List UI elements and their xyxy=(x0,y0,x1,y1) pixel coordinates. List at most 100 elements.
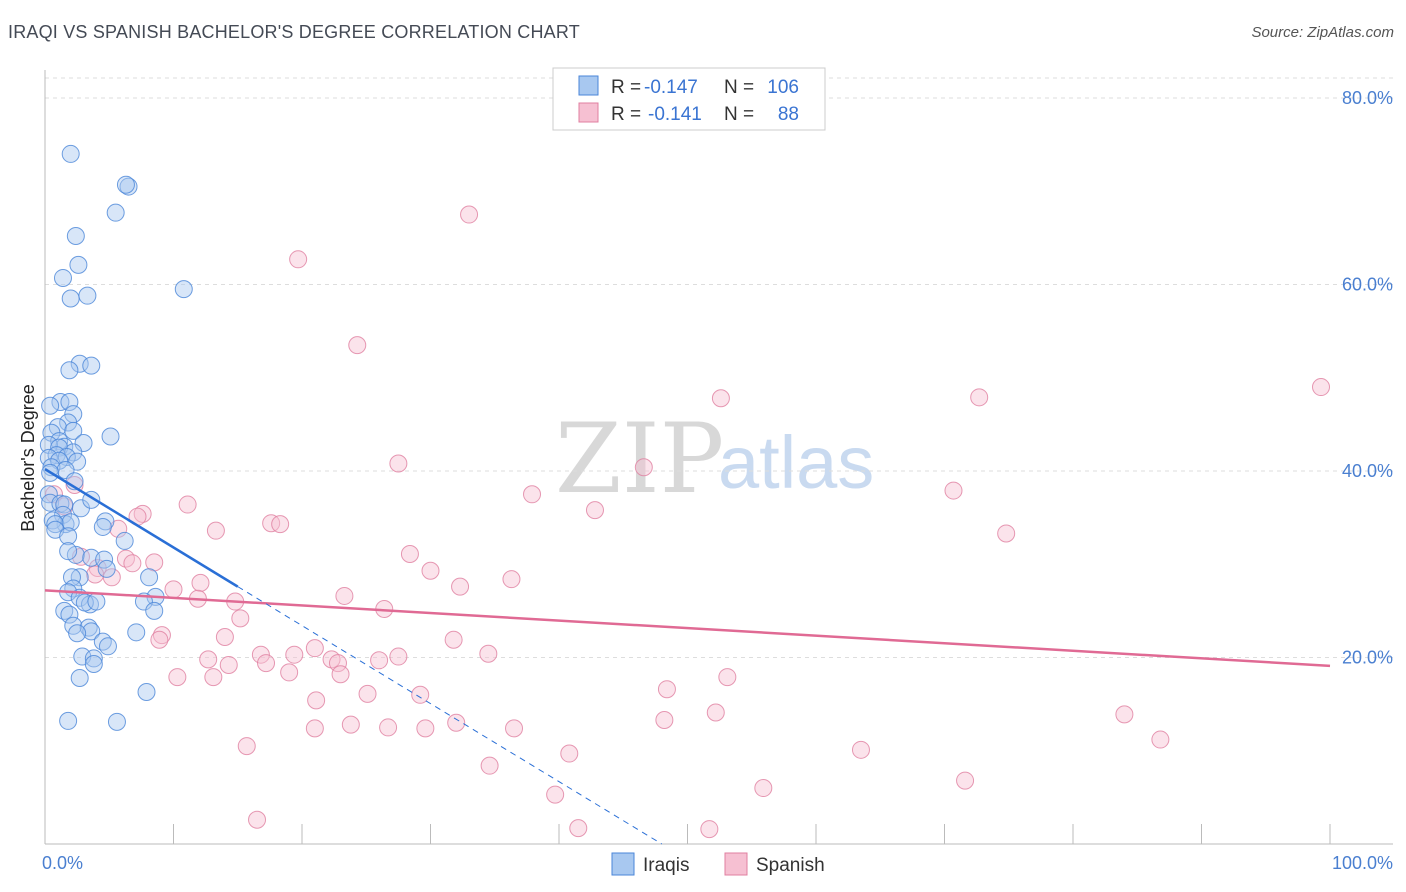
iraqi-point-12 xyxy=(60,361,79,380)
iraqi-point-85 xyxy=(107,712,126,731)
legend-spanish-r-label: R = xyxy=(611,104,641,125)
spanish-point-17 xyxy=(262,514,281,533)
iraqi-point-11 xyxy=(82,356,101,375)
spanish-point-46 xyxy=(285,645,304,664)
spanish-point-33 xyxy=(451,577,470,596)
iraqi-point-68 xyxy=(87,592,106,611)
series-legend: Iraqis Spanish xyxy=(611,852,825,876)
spanish-point-25 xyxy=(145,553,164,572)
iraqi-point-6 xyxy=(53,268,72,287)
iraqi-point-14 xyxy=(60,392,79,411)
y-tick-label-20: 20.0% xyxy=(1342,647,1393,667)
iraqi-point-32 xyxy=(50,451,69,470)
y-axis-label: Bachelor's Degree xyxy=(18,384,38,532)
iraqi-point-22 xyxy=(50,432,69,451)
trendlines xyxy=(44,468,1331,845)
spanish-point-6 xyxy=(389,454,408,473)
iraqi-point-4 xyxy=(66,226,85,245)
iraqi-point-57 xyxy=(97,559,116,578)
spanish-point-22 xyxy=(400,544,419,563)
y-tick-label-60: 60.0% xyxy=(1342,274,1393,294)
spanish-point-15 xyxy=(133,504,152,523)
legend-iraqis-r-value: -0.147 xyxy=(644,77,698,98)
spanish-point-13 xyxy=(178,495,197,514)
bottom-legend-label-spanish[interactable]: Spanish xyxy=(756,855,825,876)
spanish-point-67 xyxy=(341,715,360,734)
spanish-point-75 xyxy=(851,740,870,759)
iraqi-point-15 xyxy=(41,396,60,415)
spanish-point-24 xyxy=(116,549,135,568)
spanish-point-80 xyxy=(546,785,565,804)
spanish-point-1 xyxy=(289,250,308,269)
iraqi-point-28 xyxy=(64,443,83,462)
iraqi-point-80 xyxy=(84,649,103,668)
iraqi-point-49 xyxy=(93,517,112,536)
spanish-point-40 xyxy=(152,626,171,645)
spanish-points xyxy=(44,205,1331,839)
iraqi-point-1 xyxy=(119,177,138,196)
spanish-point-27 xyxy=(421,561,440,580)
iraqi-point-71 xyxy=(60,605,79,624)
spanish-point-79 xyxy=(754,779,773,798)
spanish-point-4 xyxy=(711,389,730,408)
spanish-point-7 xyxy=(634,458,653,477)
spanish-point-35 xyxy=(335,586,354,605)
iraqi-point-74 xyxy=(82,622,101,641)
watermark-atlas: atlas xyxy=(718,421,874,504)
iraqi-point-82 xyxy=(70,669,89,688)
spanish-point-65 xyxy=(1115,705,1134,724)
spanish-point-32 xyxy=(191,573,210,592)
spanish-point-5 xyxy=(970,388,989,407)
spanish-point-70 xyxy=(505,719,524,738)
legend-iraqis-r-label: R = xyxy=(611,77,641,98)
x-tick-label-100: 100.0% xyxy=(1332,853,1393,873)
spanish-point-20 xyxy=(206,521,225,540)
legend-swatch-spanish xyxy=(578,102,599,123)
iraqi-point-8 xyxy=(61,289,80,308)
spanish-point-45 xyxy=(251,645,270,664)
bottom-legend-swatch-iraqis[interactable] xyxy=(611,852,635,876)
y-tick-label-40: 40.0% xyxy=(1342,461,1393,481)
spanish-point-9 xyxy=(523,485,542,504)
iraqi-point-84 xyxy=(59,711,78,730)
spanish-point-62 xyxy=(411,685,430,704)
spanish-point-78 xyxy=(956,771,975,790)
spanish-point-81 xyxy=(248,810,267,829)
spanish-point-77 xyxy=(480,756,499,775)
iraqi-point-81 xyxy=(84,655,103,674)
bottom-legend-swatch-spanish[interactable] xyxy=(724,852,748,876)
spanish-point-42 xyxy=(444,630,463,649)
chart-source: Source: ZipAtlas.com xyxy=(1251,24,1394,41)
spanish-point-10 xyxy=(585,501,604,520)
chart-title: IRAQI VS SPANISH BACHELOR'S DEGREE CORRE… xyxy=(8,22,580,42)
iraqi-point-76 xyxy=(127,623,146,642)
y-tick-labels: 20.0% 40.0% 60.0% 80.0% xyxy=(1342,88,1393,668)
iraqi-point-17 xyxy=(59,413,78,432)
spanish-point-68 xyxy=(379,718,398,737)
iraqi-point-54 xyxy=(59,542,78,561)
spanish-point-44 xyxy=(305,639,324,658)
spanish-point-2 xyxy=(348,336,367,355)
spanish-point-59 xyxy=(718,668,737,687)
spanish-point-41 xyxy=(150,630,169,649)
spanish-point-66 xyxy=(655,710,674,729)
spanish-point-39 xyxy=(231,609,250,628)
spanish-point-61 xyxy=(358,684,377,703)
spanish-point-31 xyxy=(502,570,521,589)
spanish-point-74 xyxy=(1151,730,1170,749)
gridlines xyxy=(45,77,1393,658)
spanish-point-54 xyxy=(219,655,238,674)
iraqi-trendline xyxy=(44,468,239,588)
watermark-zip: ZIP xyxy=(555,403,724,515)
iraqi-point-52 xyxy=(115,531,134,550)
iraqi-point-25 xyxy=(39,435,58,454)
iraqi-point-38 xyxy=(41,493,60,512)
spanish-point-8 xyxy=(944,481,963,500)
spanish-point-43 xyxy=(215,627,234,646)
iraqi-trendline-extension xyxy=(237,586,663,845)
x-tick-marks xyxy=(173,824,1331,844)
iraqi-point-24 xyxy=(74,434,93,453)
legend-iraqis-n-value: 106 xyxy=(767,77,799,98)
bottom-legend-label-iraqis[interactable]: Iraqis xyxy=(643,855,689,876)
